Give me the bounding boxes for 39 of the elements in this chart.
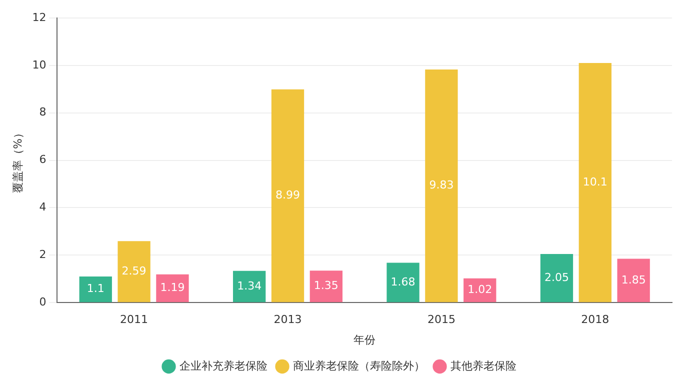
bar xyxy=(578,63,612,302)
data-label: 1.19 xyxy=(160,281,185,294)
bar xyxy=(156,274,189,302)
data-label: 9.83 xyxy=(429,178,454,192)
x-tick-label: 2013 xyxy=(274,313,302,326)
data-label: 1.35 xyxy=(314,279,338,292)
bar xyxy=(232,270,266,302)
data-label: 1.34 xyxy=(237,279,262,292)
y-tick-label: 10 xyxy=(32,58,46,72)
bar xyxy=(617,258,650,302)
y-tick-label: 2 xyxy=(39,248,46,262)
legend-label: 企业补充养老保险 xyxy=(179,359,268,372)
bar xyxy=(79,276,112,302)
bar xyxy=(118,241,150,302)
data-label: 1.02 xyxy=(468,283,492,296)
bar xyxy=(425,69,458,302)
x-tick-label: 2015 xyxy=(427,313,456,326)
x-tick-label: 2018 xyxy=(581,313,610,326)
y-tick-label: 4 xyxy=(39,200,46,214)
legend-label: 其他养老保险 xyxy=(450,359,516,372)
y-tick-label: 8 xyxy=(39,106,46,119)
bar xyxy=(540,254,574,302)
data-label: 1.85 xyxy=(621,273,646,286)
bar xyxy=(271,89,304,302)
data-label: 8.99 xyxy=(276,188,300,202)
y-axis-title: 覆盖率（%） xyxy=(11,128,24,194)
data-label: 1.68 xyxy=(390,275,416,288)
y-tick-label: 0 xyxy=(39,295,46,308)
data-label: 2.05 xyxy=(544,270,569,284)
x-axis-title: 年份 xyxy=(354,333,376,346)
bar xyxy=(386,262,420,302)
legend-label: 商业养老保险（寿险除外） xyxy=(292,359,425,372)
data-label: 10.1 xyxy=(582,175,608,188)
y-tick-label: 6 xyxy=(39,153,46,166)
x-tick-label: 2011 xyxy=(120,313,148,326)
y-tick-label: 12 xyxy=(32,10,46,24)
data-label: 2.59 xyxy=(122,264,146,278)
data-label: 1.1 xyxy=(86,282,104,296)
bar xyxy=(310,270,343,302)
